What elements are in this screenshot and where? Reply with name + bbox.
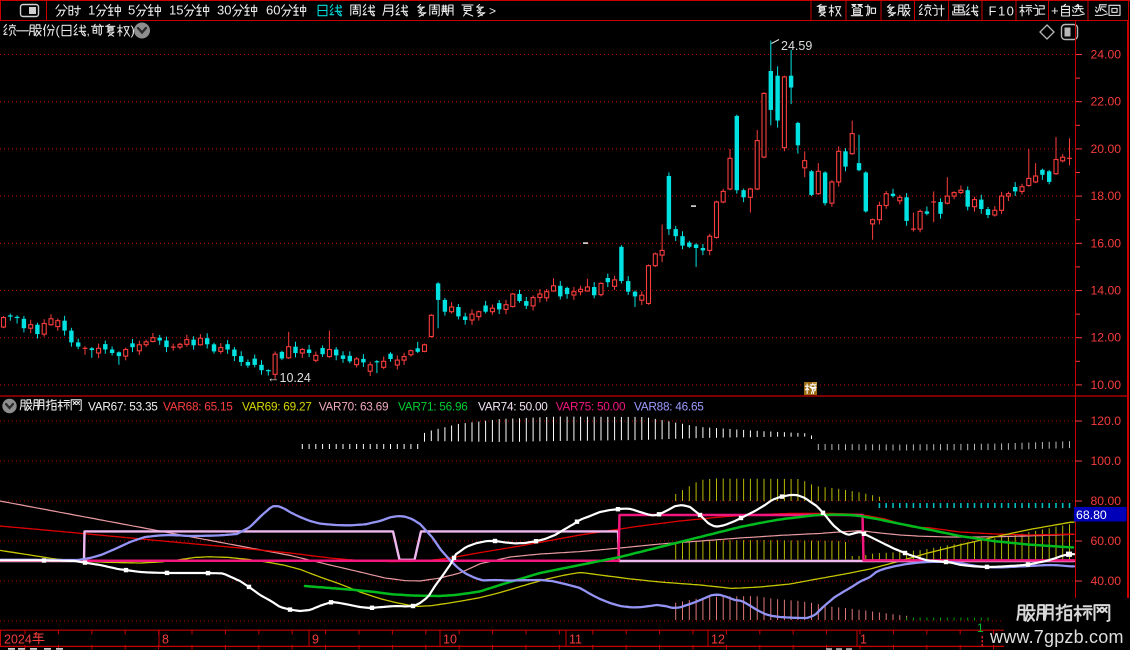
svg-text:15: 15	[169, 3, 183, 18]
svg-text:VAR75: 50.00: VAR75: 50.00	[556, 400, 626, 414]
svg-text:VAR67: 53.35: VAR67: 53.35	[88, 400, 158, 414]
svg-text:VAR70: 63.69: VAR70: 63.69	[319, 400, 389, 414]
svg-text:24.00: 24.00	[1091, 48, 1122, 62]
svg-text:68.80: 68.80	[1076, 508, 1107, 522]
svg-text:10: 10	[443, 633, 457, 647]
svg-text:>: >	[489, 4, 496, 18]
svg-text:20.00: 20.00	[1091, 142, 1122, 156]
svg-text:120.0: 120.0	[1091, 414, 1122, 428]
svg-text:+: +	[1051, 3, 1059, 18]
svg-text:,: ,	[87, 24, 90, 38]
svg-text:60: 60	[266, 3, 280, 18]
svg-text:VAR71: 56.96: VAR71: 56.96	[398, 400, 468, 414]
svg-text:2024: 2024	[4, 633, 32, 647]
svg-text:9: 9	[312, 633, 319, 647]
svg-text:24.59: 24.59	[781, 39, 812, 53]
svg-text:10.00: 10.00	[1091, 378, 1122, 392]
svg-text:1: 1	[860, 633, 867, 647]
svg-text:30: 30	[217, 3, 231, 18]
svg-text:VAR68: 65.15: VAR68: 65.15	[163, 400, 233, 414]
svg-text:22.00: 22.00	[1091, 95, 1122, 109]
svg-text:8: 8	[162, 633, 169, 647]
svg-text:100.0: 100.0	[1091, 454, 1122, 468]
svg-text:12: 12	[711, 633, 725, 647]
svg-text:VAR69: 69.27: VAR69: 69.27	[242, 400, 312, 414]
svg-text:www.7gpzb.com: www.7gpzb.com	[989, 627, 1124, 647]
svg-text:80.00: 80.00	[1091, 494, 1122, 508]
svg-text:60.00: 60.00	[1091, 534, 1122, 548]
svg-text:11: 11	[569, 633, 582, 647]
svg-text:18.00: 18.00	[1091, 189, 1122, 203]
svg-text:F10: F10	[989, 4, 1016, 19]
svg-text:40.00: 40.00	[1091, 574, 1122, 588]
svg-text:←10.24: ←10.24	[267, 371, 311, 385]
svg-text:14.00: 14.00	[1091, 284, 1122, 298]
svg-text:1: 1	[88, 3, 95, 18]
svg-text:VAR88: 46.65: VAR88: 46.65	[634, 400, 704, 414]
svg-text:5: 5	[128, 3, 135, 18]
svg-text:1: 1	[977, 621, 984, 635]
svg-text:): )	[131, 23, 135, 38]
svg-text:VAR74: 50.00: VAR74: 50.00	[478, 400, 548, 414]
svg-text:(: (	[56, 23, 61, 38]
svg-text:12.00: 12.00	[1091, 331, 1122, 345]
svg-text:16.00: 16.00	[1091, 236, 1122, 250]
